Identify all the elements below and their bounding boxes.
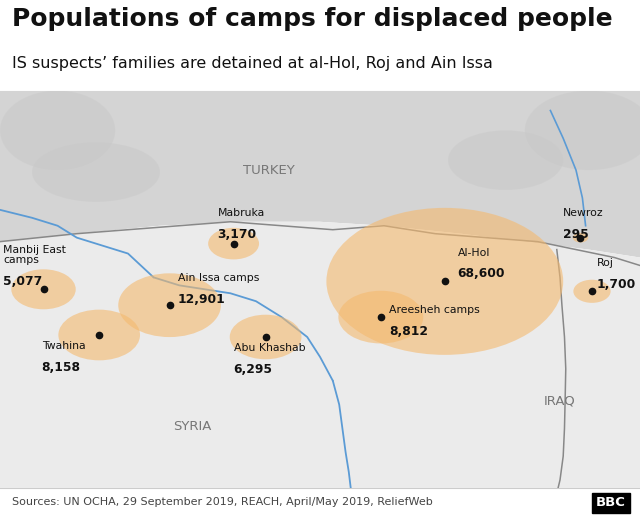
Circle shape bbox=[58, 310, 140, 361]
Circle shape bbox=[326, 208, 563, 355]
Text: Al-Hol: Al-Hol bbox=[458, 248, 490, 257]
Text: Mabruka: Mabruka bbox=[218, 208, 265, 218]
Text: Populations of camps for displaced people: Populations of camps for displaced peopl… bbox=[12, 7, 612, 31]
Ellipse shape bbox=[448, 131, 563, 190]
Text: TURKEY: TURKEY bbox=[243, 164, 294, 177]
Text: 3,170: 3,170 bbox=[218, 228, 257, 241]
Text: Abu Khashab: Abu Khashab bbox=[234, 343, 305, 353]
Text: BBC: BBC bbox=[596, 496, 626, 510]
Text: SYRIA: SYRIA bbox=[173, 420, 211, 433]
Circle shape bbox=[12, 269, 76, 309]
Text: Areesheh camps: Areesheh camps bbox=[389, 305, 480, 315]
Circle shape bbox=[573, 280, 611, 303]
Text: Sources: UN OCHA, 29 September 2019, REACH, April/May 2019, ReliefWeb: Sources: UN OCHA, 29 September 2019, REA… bbox=[12, 497, 432, 507]
Circle shape bbox=[339, 291, 423, 343]
Text: 8,812: 8,812 bbox=[389, 325, 428, 338]
Text: 5,077: 5,077 bbox=[3, 276, 42, 289]
Text: Twahina: Twahina bbox=[42, 341, 85, 351]
Circle shape bbox=[573, 233, 588, 242]
Text: 8,158: 8,158 bbox=[42, 361, 81, 374]
Text: 295: 295 bbox=[563, 228, 589, 241]
Text: 1,700: 1,700 bbox=[596, 278, 636, 291]
Text: Roj: Roj bbox=[596, 258, 613, 268]
Circle shape bbox=[118, 274, 221, 337]
Text: 68,600: 68,600 bbox=[458, 267, 505, 280]
Text: 6,295: 6,295 bbox=[234, 363, 273, 376]
Circle shape bbox=[230, 315, 301, 359]
Circle shape bbox=[208, 228, 259, 260]
Text: IRAQ: IRAQ bbox=[544, 394, 576, 407]
Text: 12,901: 12,901 bbox=[178, 293, 226, 306]
Text: Newroz: Newroz bbox=[563, 208, 604, 218]
Text: Ain Issa camps: Ain Issa camps bbox=[178, 274, 259, 283]
Ellipse shape bbox=[525, 91, 640, 170]
Text: Manbij East
camps: Manbij East camps bbox=[3, 244, 66, 265]
Polygon shape bbox=[0, 222, 640, 488]
Text: IS suspects’ families are detained at al-Hol, Roj and Ain Issa: IS suspects’ families are detained at al… bbox=[12, 56, 492, 71]
Polygon shape bbox=[0, 91, 640, 257]
Ellipse shape bbox=[32, 142, 160, 202]
Ellipse shape bbox=[0, 91, 115, 170]
